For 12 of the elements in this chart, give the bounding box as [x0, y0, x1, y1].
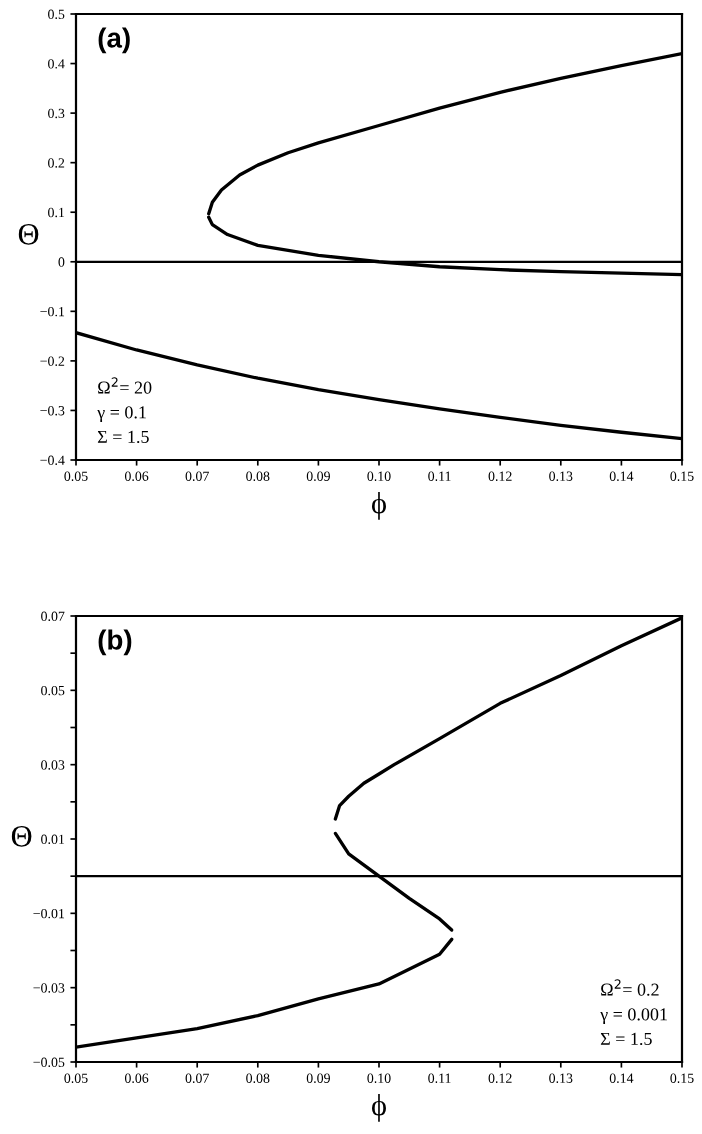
annotation: γ = 0.001: [600, 1008, 667, 1025]
annotation: Ω$^{2}$= 0.2: [601, 979, 659, 996]
annotation: Σ = 1.5: [600, 1032, 652, 1046]
annotation: (b): [98, 629, 132, 656]
y-axis-title: Θ: [11, 826, 32, 847]
annotation: (a): [98, 27, 130, 54]
annotation: γ = 0.1: [97, 406, 146, 423]
y-axis-title: Θ: [18, 224, 39, 245]
x-axis-title: ϕ: [371, 1094, 386, 1122]
annotation: Σ = 1.5: [97, 430, 149, 444]
x-axis-title: ϕ: [371, 492, 386, 520]
annotation: Ω$^{2}$= 20: [98, 377, 152, 394]
